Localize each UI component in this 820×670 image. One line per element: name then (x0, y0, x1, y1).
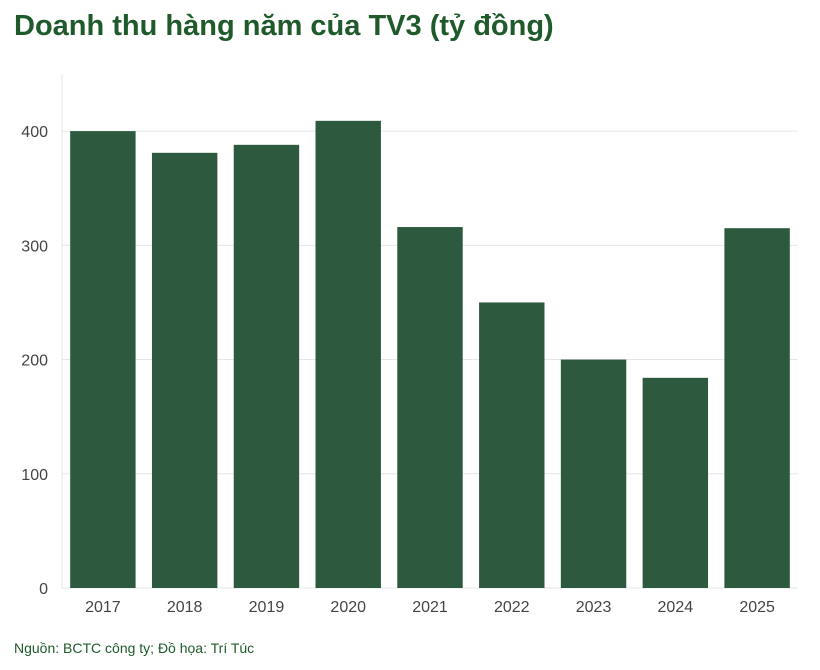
bars (70, 120, 790, 588)
bar-2022 (479, 302, 545, 588)
y-tick-label: 200 (21, 353, 48, 370)
x-tick-label: 2020 (330, 599, 366, 616)
x-tick-label: 2023 (576, 599, 612, 616)
bar-2023 (560, 359, 627, 588)
bar-2017 (70, 131, 136, 588)
y-tick-label: 400 (21, 124, 48, 141)
bar-2018 (151, 152, 218, 588)
x-tick-label: 2022 (494, 599, 530, 616)
bar-2020 (315, 120, 381, 588)
y-tick-label: 100 (21, 467, 48, 484)
bar-2019 (233, 144, 300, 588)
bar-2024 (642, 377, 709, 588)
bar-2025 (724, 228, 790, 588)
x-tick-label: 2024 (658, 599, 694, 616)
y-axis-ticks: 0 100 200 300 400 (21, 124, 48, 598)
x-tick-label: 2021 (412, 599, 448, 616)
bar-2021 (397, 227, 463, 588)
source-note: Nguồn: BCTC công ty; Đồ họa: Trí Túc (14, 640, 255, 656)
x-axis-ticks: 2017 2018 2019 2020 2021 2022 2023 2024 2025 (85, 599, 775, 616)
x-tick-label: 2025 (739, 599, 775, 616)
y-tick-label: 300 (21, 238, 48, 255)
chart-area: 0 100 200 300 400 2017 2018 2019 2020 2021 2022 20… (0, 70, 820, 630)
y-tick-label: 0 (39, 581, 48, 598)
x-tick-label: 2019 (249, 599, 285, 616)
chart-title: Doanh thu hàng năm của TV3 (tỷ đồng) (14, 10, 554, 42)
x-tick-label: 2017 (85, 599, 121, 616)
x-tick-label: 2018 (167, 599, 203, 616)
